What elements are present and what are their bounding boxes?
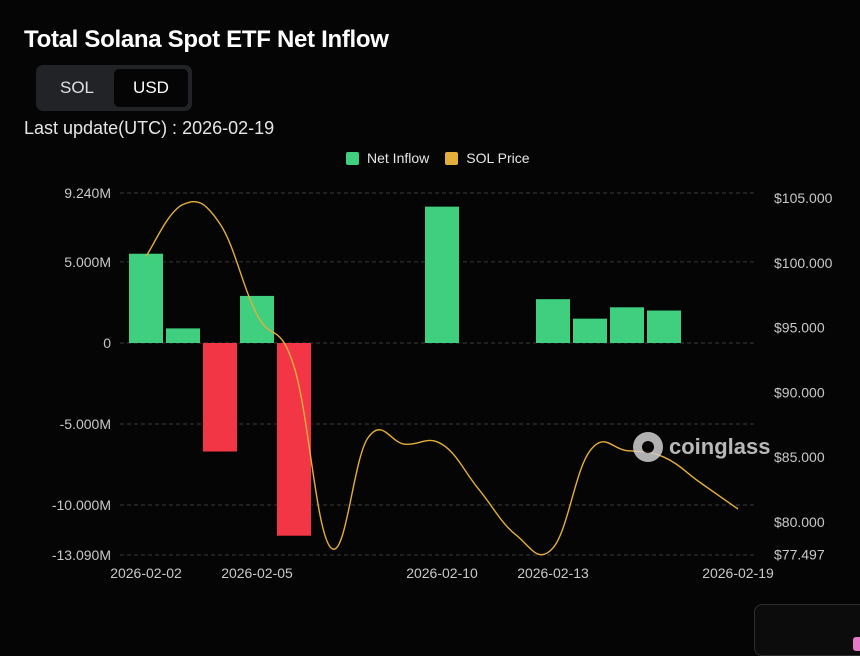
x-axis-tick-label: 2026-02-10: [406, 565, 478, 581]
legend-swatch-net-inflow: [346, 151, 359, 165]
coinglass-logo-icon: [633, 432, 663, 462]
net-inflow-bar: [425, 206, 459, 343]
net-inflow-bar: [129, 253, 163, 343]
left-axis-tick-label: -10.000M: [52, 497, 111, 513]
left-axis-tick-label: 5.000M: [64, 254, 111, 270]
net-inflow-bar: [573, 318, 607, 343]
right-axis-tick-label: $105.000: [774, 190, 833, 206]
net-inflow-chart: 9.240M 5.000M 0 -5.000M -10.000M -13.090M $105…: [52, 185, 833, 581]
toggle-sol-option[interactable]: SOL: [59, 78, 95, 97]
right-axis-tick-label: $77.497: [774, 546, 825, 562]
x-axis-tick-label: 2026-02-05: [221, 565, 293, 581]
right-axis-tick-label: $80.000: [774, 514, 825, 530]
sol-price-line: [145, 200, 739, 556]
coinglass-watermark: coinglass: [633, 432, 770, 462]
net-inflow-bar: [203, 343, 237, 452]
watermark-text: coinglass: [669, 434, 771, 459]
left-axis-tick-label: -13.090M: [52, 547, 111, 563]
right-axis-tick-label: $100.000: [774, 255, 833, 271]
net-inflow-bar: [610, 307, 644, 343]
legend-item-net-inflow[interactable]: Net Inflow: [346, 150, 429, 166]
currency-toggle[interactable]: SOL USD: [36, 65, 192, 111]
page-title: Total Solana Spot ETF Net Inflow: [24, 26, 389, 53]
last-update-text: Last update(UTC) : 2026-02-19: [24, 118, 275, 138]
right-axis-tick-label: $95.000: [774, 320, 825, 336]
legend-item-sol-price[interactable]: SOL Price: [445, 150, 530, 166]
x-axis-tick-label: 2026-02-19: [702, 565, 774, 581]
legend-label-net-inflow: Net Inflow: [367, 150, 430, 166]
left-axis-tick-label: -5.000M: [60, 416, 111, 432]
left-axis-tick-label: 0: [103, 335, 111, 351]
legend-label-sol-price: SOL Price: [466, 150, 530, 166]
x-axis-tick-label: 2026-02-13: [517, 565, 589, 581]
right-axis-tick-label: $85.000: [774, 449, 825, 465]
net-inflow-bar: [277, 343, 311, 536]
corner-badge-icon: [853, 637, 860, 651]
net-inflow-bar: [166, 328, 200, 343]
left-axis-tick-label: 9.240M: [64, 185, 111, 201]
corner-panel[interactable]: [754, 604, 860, 656]
right-axis-tick-label: $90.000: [774, 384, 825, 400]
legend-swatch-sol-price: [445, 151, 459, 165]
chart-legend: Net Inflow SOL Price: [346, 150, 530, 166]
net-inflow-bar: [536, 299, 570, 343]
net-inflow-bar: [240, 295, 274, 343]
toggle-usd-option[interactable]: USD: [114, 69, 188, 107]
x-axis-tick-label: 2026-02-02: [110, 565, 182, 581]
net-inflow-bar: [647, 310, 681, 343]
